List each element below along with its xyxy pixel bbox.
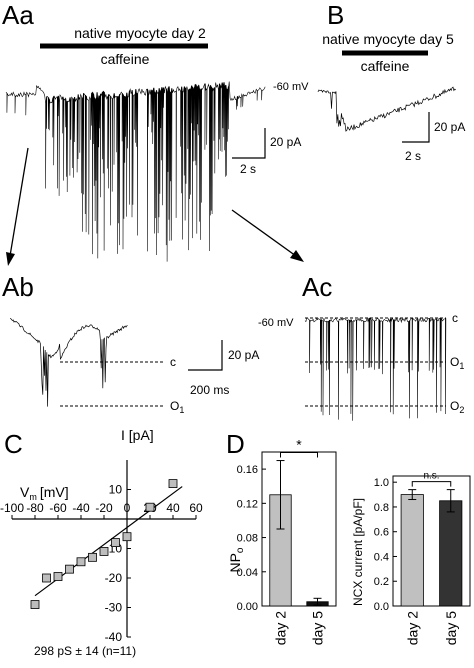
iv-data-point bbox=[30, 600, 40, 609]
ncx-bar bbox=[400, 494, 424, 607]
iv-x-tick-label: 40 bbox=[166, 501, 180, 515]
npo-y-tick-label: 0.16 bbox=[237, 464, 258, 476]
ab-scale-current: 20 pA bbox=[228, 348, 259, 362]
iv-x-tick-label: -20 bbox=[95, 501, 113, 515]
ac-level-o1: O1 bbox=[450, 355, 464, 371]
ncx-category-label: day 2 bbox=[404, 611, 420, 645]
arrow-to-ab bbox=[9, 147, 29, 257]
iv-data-point bbox=[168, 479, 178, 489]
npo-significance-label: * bbox=[296, 437, 302, 453]
iv-y-tick-label: -20 bbox=[105, 571, 123, 585]
npo-y-tick-label: 0.04 bbox=[237, 567, 258, 579]
aa-holding-potential: -60 mV bbox=[273, 81, 309, 93]
arrow-to-ac bbox=[231, 209, 297, 257]
b-scale-bar bbox=[402, 112, 430, 143]
npo-category-label: day 2 bbox=[273, 611, 289, 645]
ab-current-trace bbox=[9, 318, 128, 407]
ab-scale-bar bbox=[188, 340, 223, 371]
iv-data-point bbox=[122, 532, 132, 542]
b-title: native myocyte day 5 bbox=[322, 31, 454, 47]
iv-x-tick-label: -100 bbox=[0, 501, 24, 515]
ncx-significance-bracket bbox=[411, 481, 452, 487]
npo-ylabel: NPo bbox=[227, 547, 246, 572]
ab-level-o1: O1 bbox=[170, 399, 184, 415]
iv-y-tick-label: 10 bbox=[109, 483, 123, 497]
ncx-bar bbox=[439, 500, 463, 607]
iv-annotation: 298 pS ± 14 (n=11) bbox=[34, 644, 136, 658]
panel-label-c: C bbox=[4, 429, 23, 459]
npo-y-tick-label: 0.12 bbox=[237, 498, 258, 510]
panel-label-aa: Aa bbox=[2, 0, 34, 30]
aa-title: native myocyte day 2 bbox=[74, 25, 206, 41]
aa-drug-label: caffeine bbox=[101, 51, 150, 67]
ac-holding-potential: -60 mV bbox=[258, 317, 294, 329]
iv-data-point bbox=[111, 538, 120, 547]
aa-scale-current: 20 pA bbox=[270, 135, 301, 149]
ncx-y-tick-label: 0.2 bbox=[374, 576, 389, 588]
iv-data-point bbox=[145, 502, 155, 512]
iv-x-tick-label: -80 bbox=[26, 501, 44, 515]
iv-data-point bbox=[42, 573, 51, 583]
iv-y-tick-label: -30 bbox=[105, 601, 123, 615]
npo-significance-bracket bbox=[280, 452, 318, 458]
ab-scale-time: 200 ms bbox=[190, 383, 229, 397]
iv-data-point bbox=[99, 547, 109, 556]
iv-x-tick-label: -40 bbox=[72, 501, 90, 515]
iv-data-point bbox=[76, 557, 86, 567]
arrow-to-ac-head bbox=[290, 250, 304, 262]
arrow-to-ab-head bbox=[6, 252, 15, 266]
ncx-y-tick-label: 0.8 bbox=[374, 502, 389, 514]
iv-x-tick-label: 60 bbox=[189, 501, 203, 515]
b-scale-current: 20 pA bbox=[434, 120, 465, 134]
b-current-trace bbox=[317, 86, 456, 132]
ab-level-c: c bbox=[170, 355, 176, 369]
iv-data-point bbox=[53, 572, 63, 581]
aa-current-trace bbox=[5, 81, 266, 262]
iv-data-point bbox=[65, 564, 74, 574]
npo-y-tick-label: 0.00 bbox=[237, 601, 258, 613]
b-scale-time: 2 s bbox=[405, 149, 421, 163]
b-drug-label: caffeine bbox=[361, 58, 410, 74]
iv-data-point bbox=[88, 552, 97, 562]
panel-label-ac: Ac bbox=[302, 272, 332, 302]
panel-label-b: B bbox=[327, 0, 344, 30]
npo-y-tick-label: 0.08 bbox=[237, 533, 258, 545]
ncx-ylabel: NCX current [pA/pF] bbox=[351, 498, 365, 606]
ncx-y-tick-label: 0.0 bbox=[374, 601, 389, 613]
ncx-frame bbox=[392, 475, 471, 607]
npo-bar-chart: 0.00 0.04 0.08 0.12 0.16 day 2 day 5 * bbox=[237, 437, 337, 645]
iv-plot: -100-80-60-40-20020406010-10-20-30-40 bbox=[0, 460, 203, 644]
ncx-y-tick-label: 0.6 bbox=[374, 527, 389, 539]
iv-xlabel: Vm [mV] bbox=[20, 484, 69, 502]
ac-level-o2: O2 bbox=[450, 399, 464, 415]
npo-frame bbox=[261, 451, 337, 607]
aa-scale-bar bbox=[232, 128, 266, 159]
iv-ylabel: I [pA] bbox=[121, 427, 154, 443]
ncx-significance-label: n.s. bbox=[423, 471, 439, 482]
ncx-category-label: day 5 bbox=[443, 611, 459, 645]
aa-scale-time: 2 s bbox=[240, 162, 256, 176]
npo-category-label: day 5 bbox=[310, 611, 326, 645]
iv-x-tick-label: -60 bbox=[49, 501, 67, 515]
panel-label-d: D bbox=[226, 429, 245, 459]
iv-x-tick-label: 0 bbox=[124, 501, 131, 515]
ncx-bar-chart: 0.0 0.2 0.4 0.6 0.8 1.0 day 2 day 5 n.s. bbox=[374, 471, 471, 645]
ncx-y-tick-label: 0.4 bbox=[374, 551, 389, 563]
panel-label-ab: Ab bbox=[2, 272, 34, 302]
iv-y-tick-label: -40 bbox=[105, 630, 123, 644]
ac-current-trace bbox=[304, 316, 447, 421]
ncx-y-tick-label: 1.0 bbox=[374, 477, 389, 489]
ac-level-c: c bbox=[452, 311, 458, 325]
